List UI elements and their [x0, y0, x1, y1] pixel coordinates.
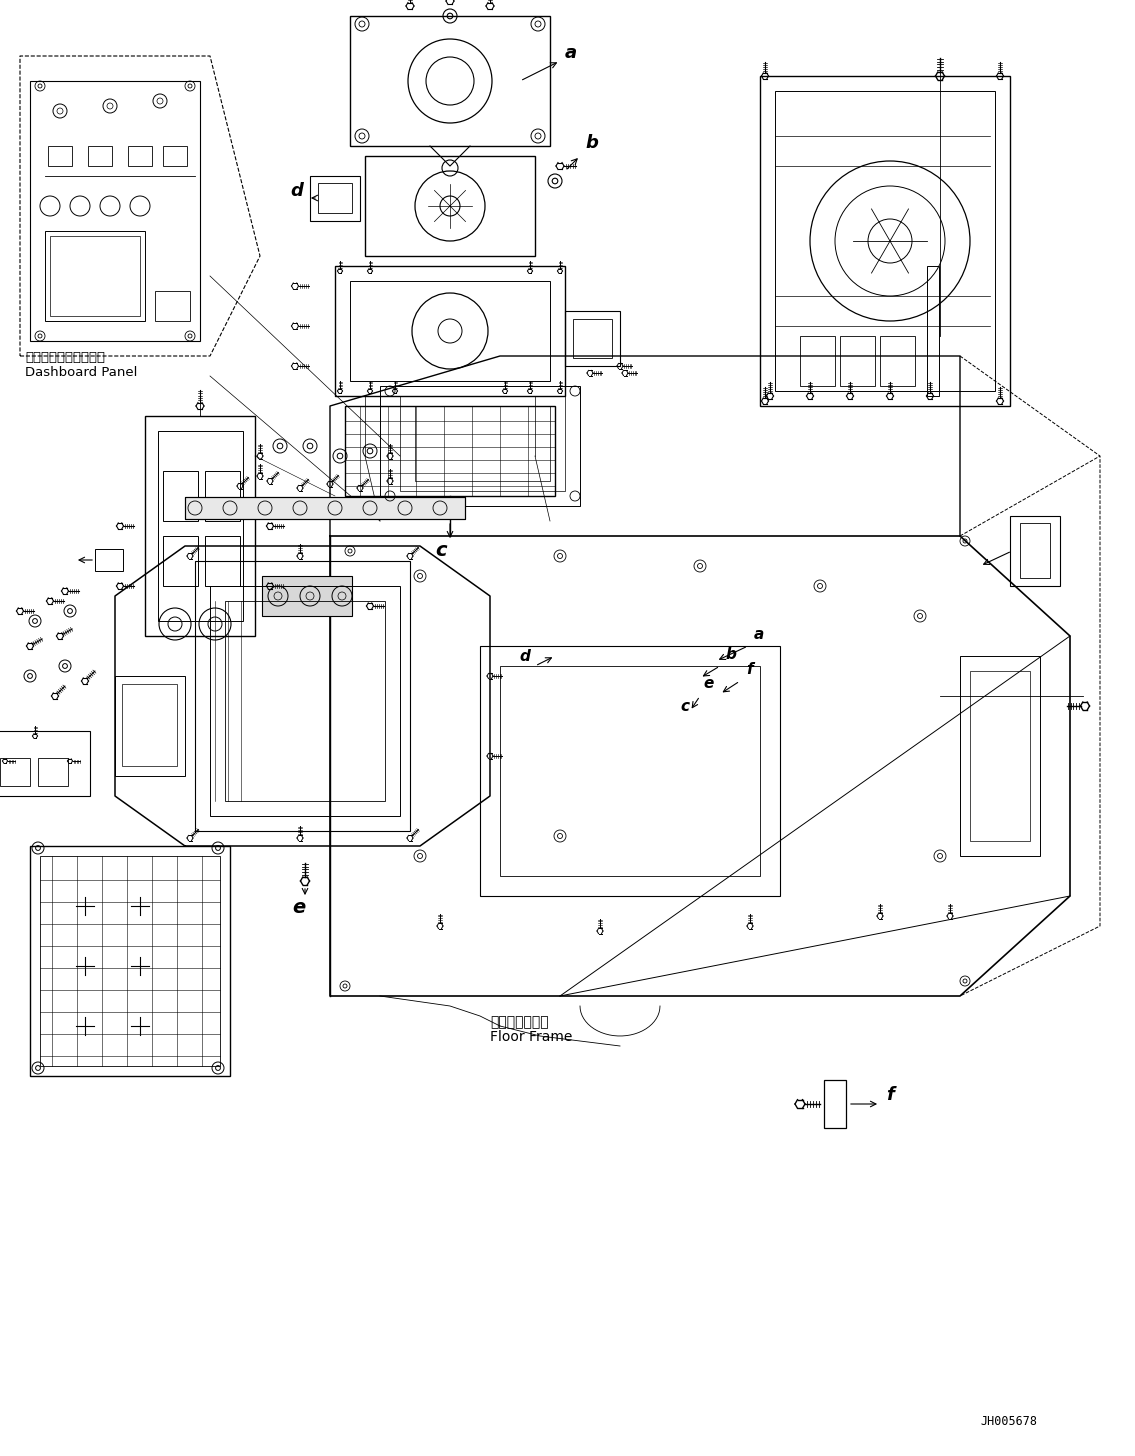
Text: b: b: [585, 134, 598, 151]
Bar: [480, 646, 780, 895]
Bar: [350, 281, 550, 381]
Bar: [800, 336, 835, 386]
Bar: [380, 386, 580, 507]
Bar: [185, 496, 465, 518]
Bar: [365, 156, 535, 256]
Text: Floor Frame: Floor Frame: [490, 1029, 572, 1044]
Text: a: a: [565, 44, 577, 63]
Bar: [775, 90, 995, 392]
Bar: [205, 470, 239, 521]
Bar: [760, 76, 1010, 406]
Text: e: e: [703, 676, 714, 692]
Bar: [163, 146, 187, 166]
Text: b: b: [726, 646, 737, 662]
Text: フロアフレーム: フロアフレーム: [490, 1015, 548, 1029]
Bar: [400, 396, 565, 491]
Text: a: a: [754, 628, 764, 642]
Bar: [927, 266, 939, 396]
Bar: [121, 684, 177, 766]
Text: f: f: [886, 1086, 894, 1104]
Bar: [335, 266, 565, 396]
Bar: [262, 577, 352, 616]
Bar: [345, 406, 555, 496]
Text: Dashboard Panel: Dashboard Panel: [25, 365, 137, 379]
Bar: [195, 561, 410, 831]
Bar: [573, 319, 612, 358]
Bar: [1010, 515, 1060, 585]
Bar: [225, 601, 385, 801]
Bar: [163, 536, 197, 585]
Bar: [185, 496, 465, 518]
Bar: [415, 406, 550, 480]
Bar: [48, 146, 72, 166]
Bar: [824, 1080, 846, 1128]
Bar: [40, 856, 220, 1066]
Bar: [30, 846, 230, 1076]
Bar: [115, 676, 185, 776]
Bar: [145, 416, 255, 636]
Bar: [30, 82, 200, 341]
Bar: [1020, 523, 1050, 578]
Bar: [0, 731, 90, 796]
Bar: [840, 336, 875, 386]
Bar: [163, 470, 197, 521]
Text: ダッシュボードパネル: ダッシュボードパネル: [25, 351, 106, 364]
Text: d: d: [291, 182, 303, 199]
Bar: [318, 183, 352, 213]
Bar: [880, 336, 915, 386]
Text: f: f: [746, 662, 753, 677]
Bar: [37, 759, 68, 786]
Bar: [210, 585, 400, 815]
Bar: [205, 536, 239, 585]
Bar: [970, 671, 1029, 842]
Bar: [89, 146, 112, 166]
Bar: [158, 431, 243, 622]
Bar: [501, 665, 760, 877]
Text: c: c: [435, 542, 446, 561]
Bar: [310, 176, 360, 221]
Text: e: e: [292, 898, 305, 917]
Bar: [155, 291, 190, 320]
Bar: [960, 657, 1040, 856]
Text: d: d: [519, 649, 530, 664]
Bar: [0, 759, 30, 786]
Bar: [350, 16, 550, 146]
Bar: [95, 549, 123, 571]
Bar: [128, 146, 152, 166]
Bar: [50, 236, 140, 316]
Bar: [565, 312, 620, 365]
Bar: [45, 232, 145, 320]
Text: JH005678: JH005678: [980, 1415, 1037, 1428]
Text: c: c: [680, 699, 689, 713]
